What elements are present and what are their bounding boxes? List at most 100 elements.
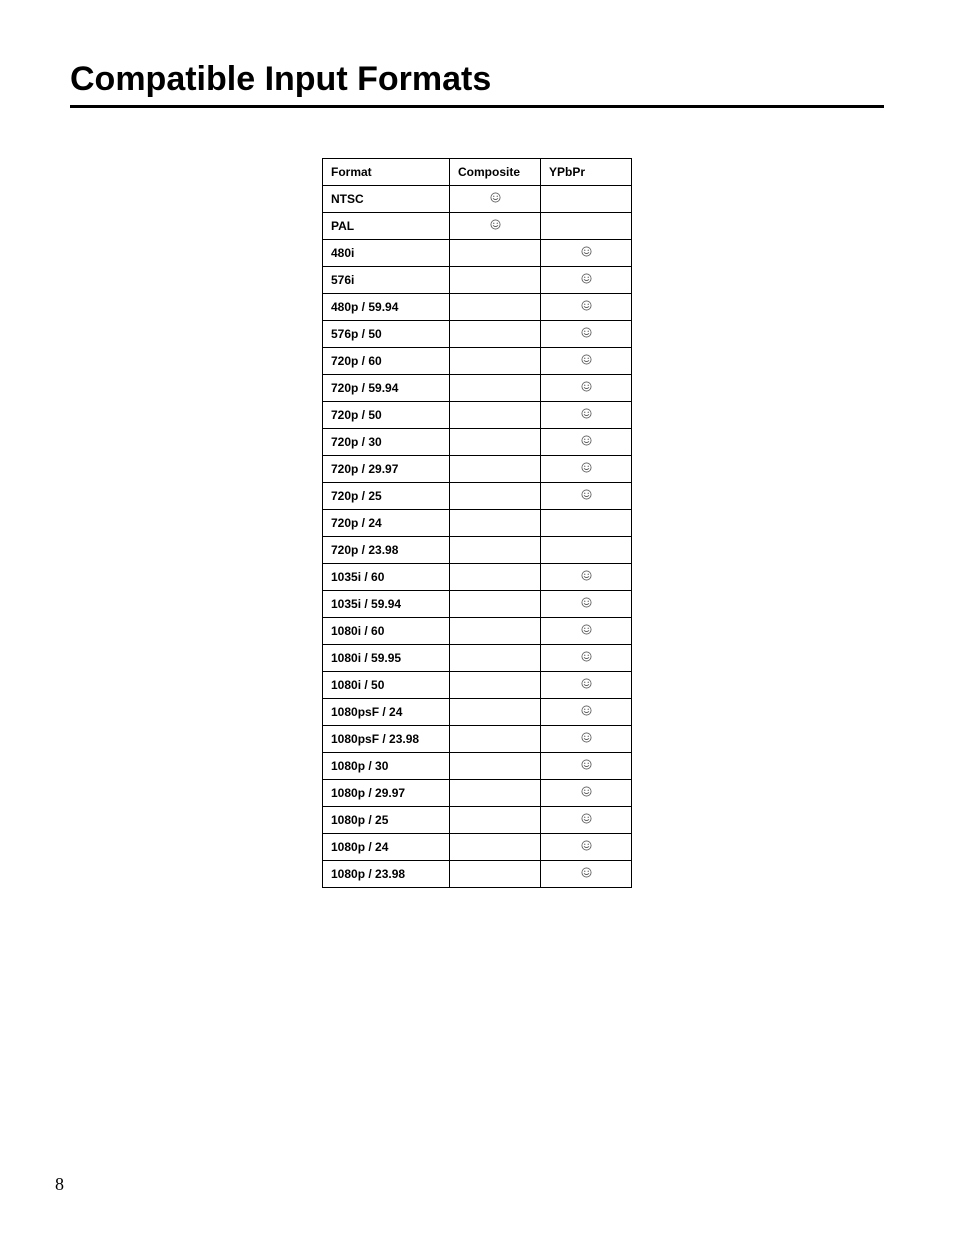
table-row: 720p / 29.97 (323, 456, 632, 483)
cell-composite (450, 402, 541, 429)
cell-format: 576p / 50 (323, 321, 450, 348)
cell-ypbpr (541, 807, 632, 834)
cell-composite (450, 699, 541, 726)
table-row: 576p / 50 (323, 321, 632, 348)
cell-ypbpr (541, 348, 632, 375)
table-row: 1080psF / 24 (323, 699, 632, 726)
cell-composite (450, 186, 541, 213)
cell-ypbpr (541, 618, 632, 645)
cell-ypbpr (541, 726, 632, 753)
page-number: 8 (55, 1174, 64, 1195)
table-container: Format Composite YPbPr NTSCPAL480i576i48… (70, 158, 884, 888)
cell-composite (450, 267, 541, 294)
cell-ypbpr (541, 672, 632, 699)
table-row: 1080i / 50 (323, 672, 632, 699)
supported-mark-icon (581, 381, 592, 392)
cell-format: 1080p / 29.97 (323, 780, 450, 807)
column-header-composite: Composite (450, 159, 541, 186)
supported-mark-icon (581, 354, 592, 365)
cell-composite (450, 645, 541, 672)
table-row: 480i (323, 240, 632, 267)
cell-ypbpr (541, 402, 632, 429)
cell-format: 720p / 50 (323, 402, 450, 429)
supported-mark-icon (581, 813, 592, 824)
table-header: Format Composite YPbPr (323, 159, 632, 186)
table-row: 1035i / 59.94 (323, 591, 632, 618)
cell-ypbpr (541, 483, 632, 510)
cell-ypbpr (541, 861, 632, 888)
supported-mark-icon (581, 786, 592, 797)
cell-format: 720p / 24 (323, 510, 450, 537)
table-row: 1080p / 24 (323, 834, 632, 861)
cell-ypbpr (541, 510, 632, 537)
supported-mark-icon (581, 678, 592, 689)
cell-format: PAL (323, 213, 450, 240)
cell-format: 480i (323, 240, 450, 267)
cell-format: 1080p / 25 (323, 807, 450, 834)
cell-composite (450, 591, 541, 618)
supported-mark-icon (581, 840, 592, 851)
cell-format: 1080p / 23.98 (323, 861, 450, 888)
cell-composite (450, 537, 541, 564)
cell-format: 1035i / 59.94 (323, 591, 450, 618)
supported-mark-icon (581, 327, 592, 338)
supported-mark-icon (490, 192, 501, 203)
supported-mark-icon (581, 300, 592, 311)
table-row: PAL (323, 213, 632, 240)
cell-format: 1035i / 60 (323, 564, 450, 591)
table-row: 1080i / 60 (323, 618, 632, 645)
cell-format: 720p / 30 (323, 429, 450, 456)
supported-mark-icon (581, 732, 592, 743)
table-row: 576i (323, 267, 632, 294)
cell-format: NTSC (323, 186, 450, 213)
cell-format: 1080p / 24 (323, 834, 450, 861)
column-header-ypbpr: YPbPr (541, 159, 632, 186)
cell-format: 1080p / 30 (323, 753, 450, 780)
cell-composite (450, 672, 541, 699)
cell-format: 480p / 59.94 (323, 294, 450, 321)
cell-composite (450, 375, 541, 402)
supported-mark-icon (581, 651, 592, 662)
cell-ypbpr (541, 564, 632, 591)
cell-ypbpr (541, 186, 632, 213)
cell-composite (450, 483, 541, 510)
supported-mark-icon (581, 273, 592, 284)
cell-ypbpr (541, 375, 632, 402)
table-row: NTSC (323, 186, 632, 213)
supported-mark-icon (581, 246, 592, 257)
cell-composite (450, 618, 541, 645)
cell-format: 720p / 23.98 (323, 537, 450, 564)
cell-ypbpr (541, 780, 632, 807)
table-row: 720p / 24 (323, 510, 632, 537)
supported-mark-icon (581, 462, 592, 473)
cell-format: 1080i / 60 (323, 618, 450, 645)
table-row: 1080psF / 23.98 (323, 726, 632, 753)
table-row: 1080i / 59.95 (323, 645, 632, 672)
cell-ypbpr (541, 294, 632, 321)
table-body: NTSCPAL480i576i480p / 59.94576p / 50720p… (323, 186, 632, 888)
cell-format: 1080psF / 23.98 (323, 726, 450, 753)
cell-ypbpr (541, 591, 632, 618)
cell-format: 576i (323, 267, 450, 294)
cell-composite (450, 834, 541, 861)
supported-mark-icon (581, 624, 592, 635)
cell-format: 720p / 25 (323, 483, 450, 510)
document-page: Compatible Input Formats Format Composit… (0, 0, 954, 1235)
cell-format: 1080psF / 24 (323, 699, 450, 726)
cell-ypbpr (541, 699, 632, 726)
cell-ypbpr (541, 240, 632, 267)
table-row: 720p / 60 (323, 348, 632, 375)
cell-composite (450, 456, 541, 483)
cell-ypbpr (541, 753, 632, 780)
supported-mark-icon (581, 867, 592, 878)
cell-composite (450, 240, 541, 267)
table-row: 1080p / 25 (323, 807, 632, 834)
cell-ypbpr (541, 429, 632, 456)
table-row: 720p / 50 (323, 402, 632, 429)
cell-composite (450, 213, 541, 240)
table-row: 720p / 59.94 (323, 375, 632, 402)
supported-mark-icon (581, 489, 592, 500)
cell-format: 720p / 60 (323, 348, 450, 375)
supported-mark-icon (581, 759, 592, 770)
table-row: 1080p / 29.97 (323, 780, 632, 807)
